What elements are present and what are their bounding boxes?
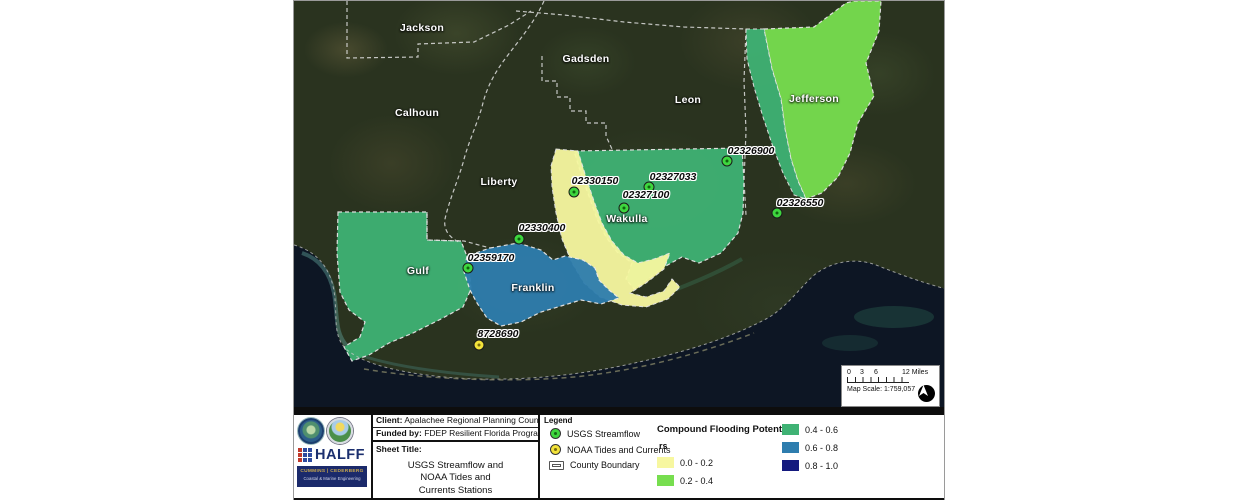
legend-item-county-boundary: County Boundary bbox=[549, 460, 640, 470]
county-boundary-icon bbox=[549, 460, 564, 470]
scale-miles-label: 12 Miles bbox=[902, 369, 929, 376]
legend-class-row: 0.6 - 0.8 bbox=[782, 442, 838, 453]
station-label: 02359170 bbox=[467, 252, 515, 264]
sheet-title-line: Currents Stations bbox=[418, 485, 493, 497]
county-region-jefferson bbox=[763, 1, 882, 200]
legend-title: Legend bbox=[544, 416, 573, 425]
sheet-title-label: Sheet Title: bbox=[376, 443, 422, 454]
flood-range-label: 0.2 - 0.4 bbox=[680, 475, 714, 486]
county-label-wakulla: Wakulla bbox=[606, 213, 648, 225]
scale-bar bbox=[847, 377, 909, 383]
county-boundaries bbox=[346, 1, 747, 249]
title-block-panel: HALFF CUMMINS | CEDERBERG Coastal & Mari… bbox=[294, 407, 944, 500]
station-label: 02330400 bbox=[518, 222, 566, 234]
county-label-gadsden: Gadsden bbox=[562, 53, 610, 65]
legend-class-row: 0.2 - 0.4 bbox=[657, 475, 713, 486]
agency-seal-left-logo bbox=[298, 418, 324, 444]
sheet-title-line: NOAA Tides and bbox=[420, 472, 491, 484]
usgs-station-marker bbox=[771, 207, 783, 219]
county-label-franklin: Franklin bbox=[511, 282, 555, 294]
flood-swatch-2 bbox=[782, 424, 799, 435]
noaa-station-marker bbox=[473, 339, 485, 351]
funded-by-value: FDEP Resilient Florida Program bbox=[424, 427, 538, 438]
agency-seal-right-logo bbox=[327, 418, 353, 444]
county-label-calhoun: Calhoun bbox=[394, 107, 440, 119]
legend-class-row: 0.0 - 0.2 bbox=[657, 457, 713, 468]
gulf-of-mexico-water bbox=[294, 245, 944, 407]
map-frame: Jackson Gadsden Calhoun Leon Liberty Wak… bbox=[293, 0, 945, 500]
usgs-station-marker bbox=[513, 233, 525, 245]
county-region-franklin bbox=[463, 242, 621, 327]
map-scale-text: Map Scale: 1:759,057 bbox=[847, 386, 916, 393]
county-label-jefferson: Jefferson bbox=[789, 93, 839, 105]
county-label-gulf: Gulf bbox=[406, 265, 430, 277]
sheet-title-line: USGS Streamflow and bbox=[407, 459, 504, 471]
legend-item-usgs: USGS Streamflow bbox=[550, 428, 640, 439]
flood-range-label: 0.8 - 1.0 bbox=[805, 460, 839, 471]
shallow-water-fringe bbox=[353, 351, 500, 379]
flood-swatch-3 bbox=[782, 442, 799, 453]
barrier-islands bbox=[363, 332, 755, 381]
county-label-jackson: Jackson bbox=[399, 22, 445, 34]
station-label: 02330150 bbox=[571, 175, 619, 187]
usgs-station-marker bbox=[643, 181, 655, 193]
flood-range-label: 0.4 - 0.6 bbox=[805, 424, 839, 435]
county-label-liberty: Liberty bbox=[480, 176, 518, 188]
flood-swatch-4 bbox=[782, 460, 799, 471]
flood-potential-fragment: rs bbox=[659, 441, 668, 451]
scale-tick: 0 bbox=[847, 369, 851, 376]
scale-tick: 3 bbox=[860, 369, 864, 376]
county-region-gulf bbox=[336, 211, 472, 362]
usgs-station-marker bbox=[462, 262, 474, 274]
scale-tick-labels: 0 3 6 12 Miles bbox=[847, 369, 933, 377]
usgs-station-marker bbox=[568, 186, 580, 198]
scale-tick: 6 bbox=[874, 369, 878, 376]
station-label: 8728690 bbox=[477, 328, 519, 340]
station-label: 02327100 bbox=[622, 189, 670, 201]
map-area: Jackson Gadsden Calhoun Leon Liberty Wak… bbox=[294, 1, 944, 407]
flood-potential-header: Compound Flooding Potential bbox=[657, 424, 793, 435]
client-section: Client: Apalachee Regional Planning Coun… bbox=[373, 415, 540, 498]
client-label: Client: bbox=[376, 415, 403, 425]
north-arrow-icon bbox=[918, 385, 935, 402]
legend-class-row: 0.8 - 1.0 bbox=[782, 460, 838, 471]
halff-logo-text: HALFF bbox=[315, 447, 366, 463]
usgs-marker-icon bbox=[550, 428, 561, 439]
flood-range-label: 0.6 - 0.8 bbox=[805, 442, 839, 453]
station-label: 02326900 bbox=[727, 145, 775, 157]
jefferson-west-strip bbox=[745, 28, 807, 200]
county-label-leon: Leon bbox=[674, 94, 702, 106]
halff-grid-icon bbox=[298, 448, 312, 462]
usgs-station-marker bbox=[721, 155, 733, 167]
legend-section: Legend USGS Streamflow NOAA Tides and Cu… bbox=[540, 415, 944, 498]
cummins-cederberg-tagline: Coastal & Marine Engineering bbox=[303, 475, 361, 481]
station-label: 02326550 bbox=[776, 197, 824, 209]
logos-section: HALFF CUMMINS | CEDERBERG Coastal & Mari… bbox=[294, 415, 373, 498]
cummins-cederberg-logo: CUMMINS | CEDERBERG Coastal & Marine Eng… bbox=[297, 466, 367, 487]
cummins-cederberg-name: CUMMINS | CEDERBERG bbox=[300, 469, 364, 474]
legend-item-label: County Boundary bbox=[570, 460, 640, 470]
shallow-patch bbox=[822, 335, 878, 351]
flood-swatch-1 bbox=[657, 475, 674, 486]
shallow-patch bbox=[854, 306, 934, 328]
funded-by-row: Funded by: FDEP Resilient Florida Progra… bbox=[373, 428, 538, 442]
station-label: 02327033 bbox=[649, 171, 697, 183]
coastline bbox=[294, 244, 944, 380]
legend-item-label: NOAA Tides and Currents bbox=[567, 444, 671, 455]
legend-item-label: USGS Streamflow bbox=[567, 428, 641, 439]
funded-by-label: Funded by: bbox=[376, 427, 422, 438]
usgs-station-marker bbox=[618, 202, 630, 214]
scale-box: 0 3 6 12 Miles Map Scale: 1:759,057 bbox=[841, 365, 940, 407]
client-row: Client: Apalachee Regional Planning Coun… bbox=[373, 415, 538, 428]
sheet-title: USGS Streamflow and NOAA Tides and Curre… bbox=[373, 460, 538, 498]
legend-item-noaa: NOAA Tides and Currents bbox=[550, 444, 671, 455]
legend-class-row: 0.4 - 0.6 bbox=[782, 424, 838, 435]
client-value: Apalachee Regional Planning Council bbox=[404, 415, 538, 425]
flood-range-label: 0.0 - 0.2 bbox=[680, 457, 714, 468]
map-layers bbox=[294, 1, 944, 407]
halff-logo: HALFF bbox=[298, 447, 368, 463]
flood-swatch-0 bbox=[657, 457, 674, 468]
noaa-marker-icon bbox=[550, 444, 561, 455]
